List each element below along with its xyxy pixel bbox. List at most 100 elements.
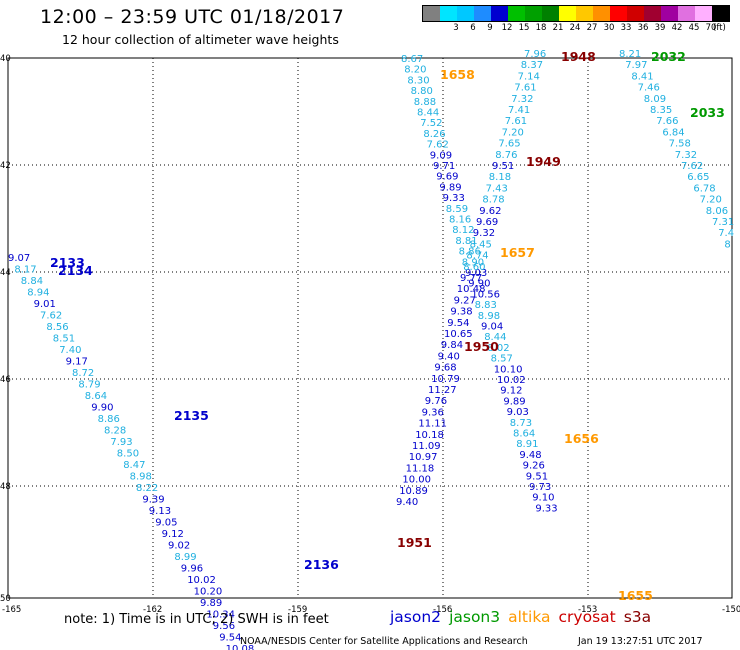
wave-height-value: 9.77 (460, 273, 482, 284)
wave-height-value: 8.72 (72, 368, 94, 379)
wave-height-value: 9.09 (430, 150, 452, 161)
wave-height-value: 10.00 (402, 475, 431, 486)
wave-height-value: 9.68 (434, 363, 456, 374)
longitude-label: -165 (2, 605, 21, 615)
wave-height-value: 8.76 (495, 150, 517, 161)
wave-height-value: 9.76 (425, 396, 447, 407)
wave-height-value: 8.30 (407, 75, 429, 86)
wave-height-value: 9.07 (8, 253, 30, 264)
scale-label: 9 (487, 23, 493, 33)
scale-swatch (525, 6, 542, 21)
wave-height-value: 6.84 (662, 127, 684, 138)
wave-height-value: 8.06 (706, 206, 728, 217)
wave-height-value: 7.61 (505, 116, 527, 127)
wave-height-value: 9.73 (529, 482, 551, 493)
credit-line: NOAA/NESDIS Center for Satellite Applica… (240, 636, 528, 647)
scale-swatch (491, 6, 508, 21)
wave-height-value: 9.12 (500, 386, 522, 397)
wave-height-value: 9.39 (142, 495, 164, 506)
wave-height-value: 10.48 (457, 284, 486, 295)
wave-height-value: 8.98 (478, 311, 500, 322)
scale-label: 18 (535, 23, 547, 33)
wave-height-value: 7.46 (638, 83, 660, 94)
wave-height-value: 8.79 (78, 380, 100, 391)
pass-time-label: 1949 (526, 154, 561, 169)
wave-height-value: 9.62 (479, 206, 501, 217)
wave-height-value: 9.02 (168, 541, 190, 552)
wave-height-value: 9.40 (438, 351, 460, 362)
wave-height-value: 8.44 (484, 332, 506, 343)
pass-time-label: 2134 (58, 263, 93, 278)
pass-time-label: 1951 (397, 535, 432, 550)
scale-label: 33 (620, 23, 632, 33)
wave-height-value: 8.64 (85, 391, 107, 402)
scale-swatch (678, 6, 695, 21)
wave-height-value: 11.09 (412, 441, 441, 452)
wave-height-value: 9.69 (436, 172, 458, 183)
scale-swatch (457, 6, 474, 21)
wave-height-value: 9.54 (219, 633, 241, 644)
wave-height-value: 7.62 (681, 161, 703, 172)
wave-height-value: 9.51 (526, 471, 548, 482)
scale-label: 36 (637, 23, 649, 33)
wave-height-value: 8.20 (404, 65, 426, 76)
wave-height-value: 7.52 (420, 118, 442, 129)
wave-height-value: 8.74 (466, 251, 488, 262)
scale-swatch (559, 6, 576, 21)
wave-height-value: 9.40 (396, 497, 418, 508)
wave-height-value: 9.13 (149, 506, 171, 517)
pass-time-label: 1657 (500, 245, 535, 260)
scale-swatch (695, 6, 712, 21)
axis-labels: -165 -162 -159 -156 -153 -150 40 42 44 46 48 50 (0, 54, 740, 615)
wave-height-value: 9.05 (155, 518, 177, 529)
wave-height-value: 9.90 (91, 403, 113, 414)
wave-height-value: 8.59 (446, 204, 468, 215)
wave-height-value: 9.90 (468, 279, 490, 290)
wave-height-value: 8.81 (455, 236, 477, 247)
wave-height-color-scale (422, 5, 730, 22)
wave-height-value: 9.89 (503, 396, 525, 407)
wave-height-value: 11.27 (428, 385, 457, 396)
wave-height-value: 7.14 (518, 71, 540, 82)
longitude-label: -153 (578, 605, 597, 615)
latitude-label: 44 (0, 268, 11, 278)
wave-height-value: 6.78 (693, 183, 715, 194)
wave-height-value: 8.64 (513, 429, 535, 440)
wave-height-value: 11.11 (418, 419, 447, 430)
wave-height-value: 8.35 (650, 105, 672, 116)
wave-height-value: 8.99 (174, 552, 196, 563)
pass-time-label: 1655 (618, 588, 653, 603)
wave-height-value: 10.08 (226, 644, 255, 650)
wave-height-value: 7.4 (718, 228, 734, 239)
wave-height-value: 8.51 (53, 334, 75, 345)
wave-height-value: 8.12 (452, 225, 474, 236)
wave-height-value: 9.36 (422, 407, 444, 418)
pass-time-label: 1658 (440, 67, 475, 82)
wave-height-value: 7.31 (712, 217, 734, 228)
wave-height-value: 8.86 (98, 414, 120, 425)
pass-time-label: 2133 (50, 255, 85, 270)
wave-height-value: 8.83 (475, 300, 497, 311)
wave-height-value: 10.56 (471, 289, 500, 300)
wave-height-value: 7.32 (675, 150, 697, 161)
map-frame (7, 57, 733, 599)
wave-height-value: 10.34 (206, 610, 235, 621)
pass-time-label: 2135 (174, 408, 209, 423)
wave-height-value: 9.26 (523, 461, 545, 472)
wave-height-value: 7.20 (700, 195, 722, 206)
wave-height-value: 9.56 (213, 621, 235, 632)
wave-height-value: 9.89 (439, 182, 461, 193)
scale-label: 27 (586, 23, 598, 33)
wave-height-value: 8.98 (130, 472, 152, 483)
longitude-label: -159 (288, 605, 307, 615)
scale-label: 30 (603, 23, 615, 33)
scale-label: 12 (501, 23, 513, 33)
wave-height-value: 8.78 (482, 195, 504, 206)
latitude-label: 50 (0, 594, 11, 604)
wave-height-value: 10.02 (187, 575, 216, 586)
latitude-label: 42 (0, 161, 11, 171)
wave-height-value: 8.02 (487, 343, 509, 354)
wave-height-value: 8.90 (462, 257, 484, 268)
wave-height-value: 7.97 (625, 60, 647, 71)
scale-swatch (440, 6, 457, 21)
